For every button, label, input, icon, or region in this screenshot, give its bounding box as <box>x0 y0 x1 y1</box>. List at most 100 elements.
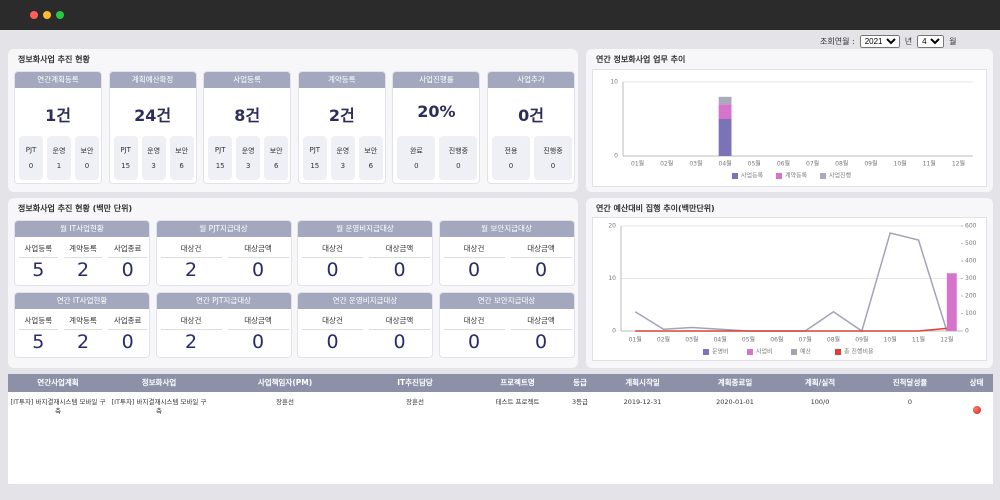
amount-label: 대상건 <box>302 243 363 258</box>
x-tick-label: 09월 <box>855 336 868 344</box>
card-value: 0건 <box>518 106 544 125</box>
amount-label: 대상금액 <box>227 243 289 258</box>
amount-value: 0 <box>121 259 134 281</box>
bar <box>718 96 732 105</box>
count-value: 15 <box>121 162 131 170</box>
y2-tick-label: 200 <box>965 293 977 300</box>
table-cell: 테스트 프로젝트 <box>495 398 540 406</box>
card-header: 사업진행률 <box>393 72 480 88</box>
card-value: 24건 <box>134 106 172 125</box>
x-tick-label: 01월 <box>631 160 644 168</box>
card-header: 월 보안지급대상 <box>439 221 574 237</box>
amount-value: 2 <box>76 331 90 353</box>
amount-value: 0 <box>121 331 134 353</box>
count-label: 보안 <box>364 147 378 155</box>
legend-swatch <box>747 349 753 355</box>
amount-value: 2 <box>184 331 198 353</box>
amount-label: 대상건 <box>443 243 505 258</box>
x-tick-label: 11월 <box>923 160 936 168</box>
card-value: 8건 <box>234 106 261 125</box>
amount-label: 대상금액 <box>510 315 572 330</box>
y-tick-label: 0 <box>612 328 616 335</box>
maximize-dot[interactable] <box>56 11 64 19</box>
amount-label: 계약등록 <box>63 315 103 330</box>
x-tick-label: 01월 <box>629 336 642 344</box>
count-label: 운영 <box>147 147 161 155</box>
table-header: 연간사업계획 정보화사업 사업책임자(PM) IT추진담당 프로젝트명 등급 계획시작일 계획… <box>8 374 993 392</box>
count-box: PJT 15 <box>208 136 233 180</box>
count-box: 운영 3 <box>236 136 261 180</box>
x-tick-label: 02월 <box>660 160 673 168</box>
amount-value: 0 <box>467 331 481 353</box>
table-cell: [IT투자] 바지결재시스템 모바일 구축 <box>10 398 106 415</box>
legend-label: 운영비 <box>712 348 729 356</box>
column-header: 연간사업계획 <box>37 378 79 387</box>
line <box>635 327 947 332</box>
y-tick-label: 20 <box>608 223 616 230</box>
x-tick-label: 05월 <box>748 160 761 168</box>
query-bar: 조회연월 : 2021 년 4 월 <box>820 34 956 48</box>
y-tick-label: 10 <box>608 275 616 282</box>
y2-tick-label: 0 <box>965 328 969 335</box>
minimize-dot[interactable] <box>43 11 51 19</box>
amount-value: 0 <box>393 259 406 281</box>
table-cell: 장훈선 <box>276 398 294 406</box>
legend-swatch <box>703 349 709 355</box>
count-label: 보안 <box>175 147 189 155</box>
card-header: 연간계획등록 <box>15 72 101 88</box>
x-tick-label: 02월 <box>657 336 670 344</box>
amount-value: 5 <box>32 331 45 353</box>
window-bar <box>0 0 1000 30</box>
budget-card: 연간 PJT지급대상 대상건 2 대상금액 0 <box>155 292 292 358</box>
budget-card: 월 IT사업현황 사업등록 5 계약등록 2 사업종료 0 <box>14 220 150 286</box>
query-label: 조회연월 : <box>820 36 855 46</box>
count-value: 1 <box>56 162 62 170</box>
count-box: 전용 0 <box>492 136 530 180</box>
count-value: 0 <box>508 162 514 170</box>
card-value: 20% <box>417 102 456 121</box>
count-label: 보안 <box>269 147 283 155</box>
budget-panel: 정보화사업 추진 현황 (백만 단위) 월 IT사업현황 사업등록 5 계약등록 2 사업… <box>8 198 578 368</box>
card-header: 사업추가 <box>488 72 574 88</box>
amount-label: 대상금액 <box>227 315 289 330</box>
chart-panel: 연간 정보화사업 업무 추이 0 10 01월 02월 03월 04월 05월 06월 07월 0… <box>586 49 993 192</box>
table-row: [IT투자] 바지결재시스템 모바일 구축 [IT투자] 바지결재시스템 모바일 … <box>8 394 993 424</box>
count-value: 0 <box>84 162 90 170</box>
legend-label: 예산 <box>800 348 812 356</box>
x-tick-label: 06월 <box>777 160 790 168</box>
x-tick-label: 07월 <box>799 336 812 344</box>
line <box>634 232 948 333</box>
count-label: PJT <box>309 146 321 154</box>
amount-value: 5 <box>32 259 45 281</box>
count-box: PJT 15 <box>113 136 138 180</box>
table-cell: 100/0 <box>810 398 830 406</box>
count-box: 완료 0 <box>397 136 436 180</box>
amount-label: 사업등록 <box>19 243 58 258</box>
amount-value: 0 <box>393 331 406 353</box>
count-box: 보안 6 <box>358 136 383 180</box>
table-cell: 2019-12-31 <box>623 398 662 406</box>
status-cell <box>960 394 993 418</box>
project-table: 연간사업계획 정보화사업 사업책임자(PM) IT추진담당 프로젝트명 등급 계획시작일 계획… <box>8 374 993 484</box>
amount-label: 사업종료 <box>108 315 147 330</box>
count-value: 3 <box>151 162 156 170</box>
card-header: 계약등록 <box>298 72 385 88</box>
legend-label: 사업비 <box>756 348 773 356</box>
year-select[interactable]: 2021 <box>859 34 900 48</box>
count-value: 15 <box>215 162 225 170</box>
year-unit: 년 <box>904 36 913 46</box>
bar <box>946 273 957 331</box>
table-cell: 0 <box>907 398 913 406</box>
legend-swatch <box>820 173 826 179</box>
count-label: PJT <box>214 146 226 154</box>
count-value: 0 <box>28 162 34 170</box>
month-select[interactable]: 4 <box>917 34 945 48</box>
card-value: 1건 <box>45 106 71 125</box>
count-label: 보안 <box>80 147 94 155</box>
count-label: 진행중 <box>448 147 469 155</box>
card-header: 연간 IT사업현황 <box>15 293 149 309</box>
chart: 0 10 01월 02월 03월 04월 05월 06월 07월 08월 09월 10월 11월 12월사… <box>592 69 987 187</box>
amount-value: 0 <box>534 331 548 353</box>
close-dot[interactable] <box>30 11 38 19</box>
